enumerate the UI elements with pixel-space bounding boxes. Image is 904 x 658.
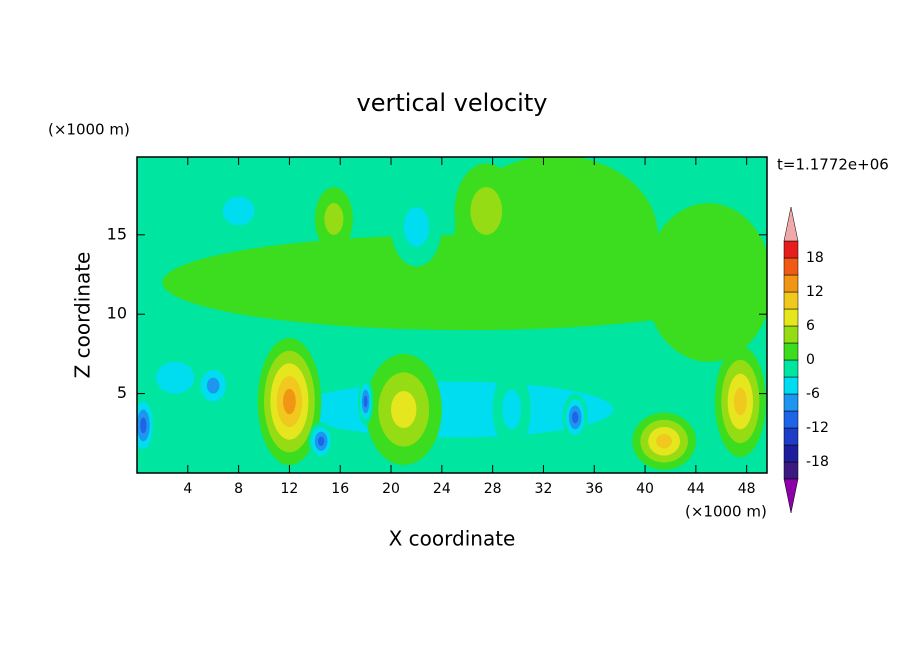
contour-region [324, 203, 344, 235]
contour-region [645, 203, 767, 362]
colorbar-label: 12 [806, 284, 824, 300]
x-tick-label: 44 [687, 481, 705, 497]
colorbar-under [783, 478, 799, 514]
x-tick-label: 32 [535, 481, 553, 497]
contour-region [363, 395, 368, 408]
chart-title: vertical velocity [357, 89, 548, 117]
contour-region [283, 388, 296, 415]
colorbar-band [783, 410, 799, 429]
contour-region [733, 387, 747, 416]
colorbar-band [783, 376, 799, 395]
plot-frame [136, 156, 768, 474]
x-tick-label: 28 [484, 481, 502, 497]
x-tick-label: 48 [738, 481, 756, 497]
x-tick-label: 40 [636, 481, 654, 497]
x-tick-label: 8 [234, 481, 243, 497]
x-tick-label: 16 [331, 481, 349, 497]
colorbar-band [783, 325, 799, 344]
x-tick-label: 12 [281, 481, 299, 497]
x-axis-label: X coordinate [389, 527, 516, 551]
colorbar-over [783, 206, 799, 242]
colorbar-label: 18 [806, 250, 824, 266]
colorbar-band [783, 461, 799, 480]
contour-region [391, 390, 417, 429]
x-tick-label: 20 [382, 481, 400, 497]
contour-region [317, 436, 325, 447]
colorbar-band [783, 393, 799, 412]
x-unit: (×1000 m) [685, 503, 767, 521]
colorbar-band [783, 444, 799, 463]
contour-region [206, 377, 220, 394]
colorbar-label: 6 [806, 318, 815, 334]
colorbar-band [783, 274, 799, 293]
time-label: t=1.1772e+06 [777, 156, 889, 174]
x-tick-label: 24 [433, 481, 451, 497]
contour-region [502, 389, 522, 430]
colorbar-label: -6 [806, 386, 820, 402]
contour-field [137, 157, 767, 473]
contour-region [470, 187, 503, 235]
colorbar-band [783, 427, 799, 446]
colorbar-band [783, 257, 799, 276]
y-tick-label: 15 [107, 224, 127, 243]
colorbar-band [783, 359, 799, 378]
y-tick-label: 5 [117, 383, 127, 402]
colorbar-band [783, 342, 799, 361]
contour-region [140, 417, 147, 434]
colorbar-label: 0 [806, 352, 815, 368]
contour-region [656, 434, 673, 449]
y-tick-label: 10 [107, 304, 127, 323]
x-tick-label: 36 [585, 481, 603, 497]
contour-region [222, 196, 255, 226]
y-unit: (×1000 m) [48, 121, 130, 139]
colorbar-label: -18 [806, 454, 829, 470]
contour-region [572, 411, 579, 424]
colorbar-label: -12 [806, 420, 829, 436]
y-axis-label: Z coordinate [71, 252, 95, 379]
contour-region [156, 361, 195, 394]
colorbar-band [783, 240, 799, 259]
colorbar-band [783, 291, 799, 310]
x-tick-label: 4 [183, 481, 192, 497]
contour-region [403, 207, 430, 247]
colorbar-band [783, 308, 799, 327]
